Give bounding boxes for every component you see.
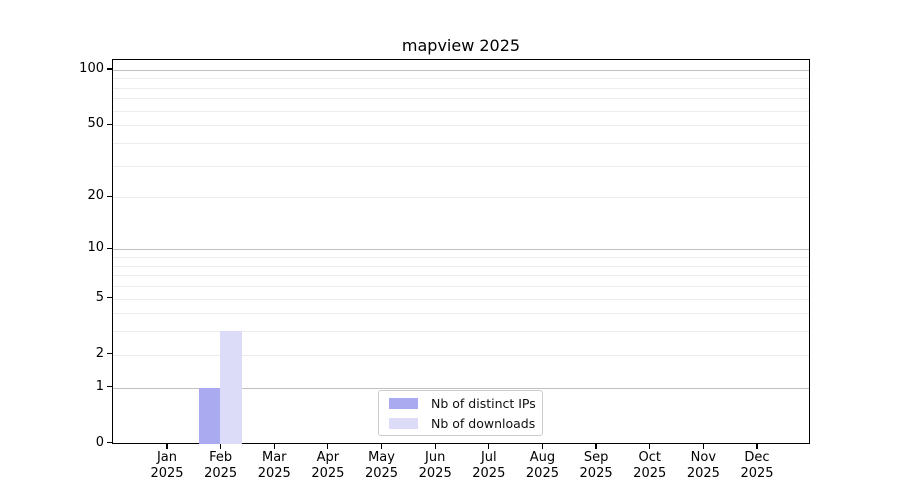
x-tick-mark xyxy=(702,444,704,449)
x-tick-mark xyxy=(756,444,758,449)
gridline-minor xyxy=(113,197,809,199)
x-tick-label: Jul 2025 xyxy=(472,450,506,481)
gridline-minor xyxy=(113,87,809,89)
y-tick-label: 100 xyxy=(79,60,104,76)
x-tick-mark xyxy=(380,444,383,449)
gridline-minor xyxy=(113,257,809,259)
legend-item: Nb of distinct IPs xyxy=(389,396,536,411)
bar-nb-of-distinct-ips xyxy=(198,387,221,444)
x-tick-mark xyxy=(220,444,222,449)
x-tick-label: Oct 2025 xyxy=(633,450,667,481)
y-tick-label: 2 xyxy=(95,345,104,361)
x-tick-label: Aug 2025 xyxy=(525,450,559,481)
gridline-minor xyxy=(113,142,809,144)
gridline-minor xyxy=(113,298,809,300)
legend-swatch xyxy=(389,417,418,429)
gridline-minor xyxy=(113,125,809,127)
y-tick-mark xyxy=(107,442,112,444)
x-tick-label: Dec 2025 xyxy=(740,450,774,481)
chart-title: mapview 2025 xyxy=(401,36,521,55)
gridline-minor xyxy=(113,265,809,267)
y-tick-label: 1 xyxy=(95,378,104,394)
gridline-minor xyxy=(113,275,809,277)
legend-swatch xyxy=(389,397,418,409)
gridline-major xyxy=(113,249,809,251)
x-tick-label: Sep 2025 xyxy=(579,450,613,481)
x-tick-mark xyxy=(273,444,275,449)
x-tick-label: Apr 2025 xyxy=(311,450,345,481)
gridline-minor xyxy=(113,78,809,80)
gridline-minor xyxy=(113,165,809,167)
gridline-minor xyxy=(113,313,809,315)
gridline-minor xyxy=(113,331,809,333)
x-tick-mark xyxy=(327,444,329,449)
y-tick-mark xyxy=(107,195,112,197)
x-tick-label: Jun 2025 xyxy=(418,450,452,481)
legend-item: Nb of downloads xyxy=(389,415,536,431)
gridline-minor xyxy=(113,286,809,288)
gridline-minor xyxy=(113,354,809,356)
x-tick-mark xyxy=(541,444,544,449)
plot-area xyxy=(112,59,810,444)
x-tick-label: May 2025 xyxy=(364,450,399,481)
x-tick-label: Jan 2025 xyxy=(150,450,184,481)
y-tick-mark xyxy=(107,247,112,250)
x-tick-label: Feb 2025 xyxy=(204,450,238,481)
x-tick-label: Mar 2025 xyxy=(257,450,291,481)
y-tick-label: 20 xyxy=(87,188,104,204)
gridline-major xyxy=(113,387,809,389)
legend-label: Nb of distinct IPs xyxy=(431,395,536,411)
x-tick-mark xyxy=(649,444,651,449)
x-tick-mark xyxy=(488,444,490,449)
y-tick-mark xyxy=(107,353,112,355)
gridline-major xyxy=(113,69,809,71)
bar-nb-of-downloads xyxy=(220,331,242,444)
legend-label: Nb of downloads xyxy=(431,415,536,431)
x-tick-mark xyxy=(434,444,436,449)
legend: Nb of distinct IPs Nb of downloads xyxy=(378,390,543,436)
y-tick-mark xyxy=(107,123,112,125)
gridline-minor xyxy=(113,98,809,100)
x-tick-mark xyxy=(595,444,597,449)
gridline-minor xyxy=(113,110,809,112)
y-tick-label: 10 xyxy=(87,240,104,256)
y-tick-mark xyxy=(107,68,112,70)
y-tick-mark xyxy=(107,385,112,388)
x-tick-label: Nov 2025 xyxy=(686,450,720,481)
y-tick-label: 50 xyxy=(87,116,104,132)
y-tick-label: 5 xyxy=(95,289,104,305)
y-tick-mark xyxy=(107,296,112,299)
x-tick-mark xyxy=(166,444,168,449)
y-tick-label: 0 xyxy=(95,434,104,450)
